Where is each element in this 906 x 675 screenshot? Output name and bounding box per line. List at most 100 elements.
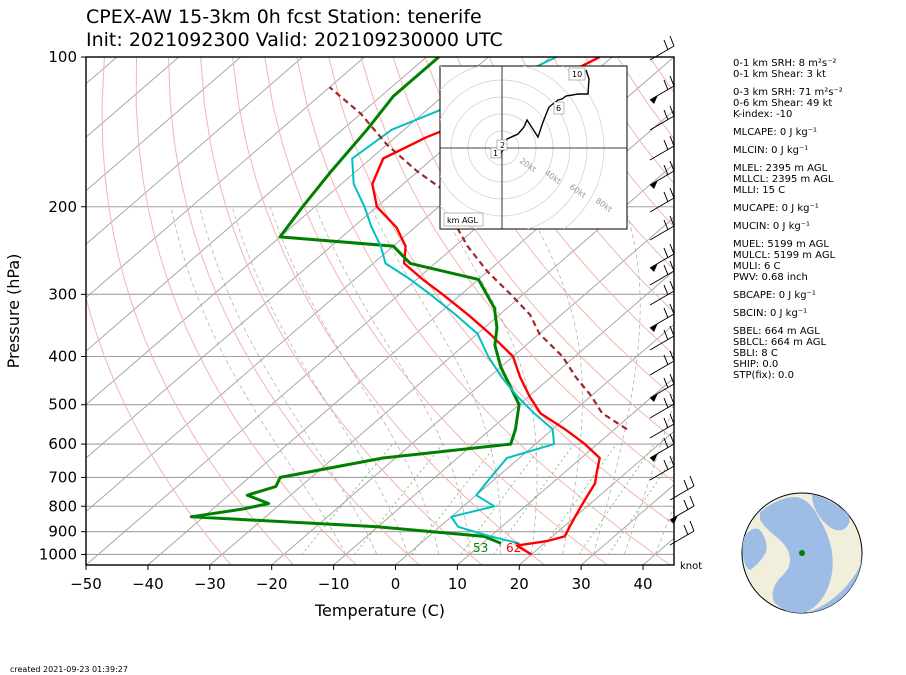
index-line: MUCIN: 0 J kg⁻¹ xyxy=(733,221,810,232)
y-tick-label: 200 xyxy=(48,198,77,216)
mixing-ratio-line xyxy=(354,443,444,555)
virtual-temperature-line xyxy=(351,57,557,545)
index-line: STP(fix): 0.0 xyxy=(733,370,794,381)
wind-barb xyxy=(649,105,675,131)
wind-barb xyxy=(649,433,675,462)
index-line: 0-3 km SRH: 71 m²s⁻² xyxy=(733,87,843,98)
hodograph-legend: km AGL xyxy=(447,216,479,225)
dry-adiabat xyxy=(842,57,906,565)
dry-adiabat xyxy=(296,57,671,565)
dry-adiabat xyxy=(86,296,232,565)
isotherm xyxy=(86,57,303,245)
wind-barb xyxy=(669,475,695,501)
wind-barb xyxy=(649,35,675,61)
moist-adiabat xyxy=(623,401,674,555)
surface-temperature-label: 62 xyxy=(506,541,521,555)
isotherm xyxy=(209,163,674,565)
mixing-ratio-line xyxy=(460,443,544,555)
wind-barb xyxy=(649,350,675,376)
isotherm xyxy=(86,57,242,192)
moist-adiabat xyxy=(370,206,502,555)
wind-unit-label: knot xyxy=(680,561,702,572)
index-line: MULCL: 5199 m AGL xyxy=(733,250,836,261)
ocean-north xyxy=(812,494,850,531)
index-line: 0-6 km Shear: 49 kt xyxy=(733,98,832,109)
x-tick-label: 40 xyxy=(634,575,653,593)
chart-title-line1: CPEX-AW 15-3km 0h fcst Station: tenerife xyxy=(86,6,482,28)
wind-barb xyxy=(669,520,695,546)
mixing-ratio-line xyxy=(301,443,394,555)
temperature-line xyxy=(371,57,601,556)
x-tick-label: 20 xyxy=(510,575,529,593)
index-line: SHIP: 0.0 xyxy=(733,359,778,370)
hodograph-height-label: 10 xyxy=(572,70,582,79)
wind-barb xyxy=(649,215,675,241)
y-tick-label: 800 xyxy=(48,497,77,515)
index-line: 0-1 km Shear: 3 kt xyxy=(733,69,826,80)
dry-adiabat xyxy=(264,57,608,565)
x-tick-label: −20 xyxy=(256,575,288,593)
y-tick-label: 1000 xyxy=(39,545,77,563)
dry-adiabat xyxy=(810,57,906,565)
hodograph-height-label: 1 xyxy=(493,149,498,158)
isotherm xyxy=(86,57,489,406)
isotherm xyxy=(147,109,674,565)
mixing-ratio-line xyxy=(411,443,498,555)
dry-adiabat xyxy=(874,57,906,565)
dry-adiabat xyxy=(135,57,357,565)
hodograph-height-label: 2 xyxy=(500,141,505,150)
x-tick-label: −30 xyxy=(194,575,226,593)
x-tick-label: 30 xyxy=(572,575,591,593)
y-axis-label: Pressure (hPa) xyxy=(4,254,23,369)
dry-adiabat xyxy=(360,57,674,483)
index-line: MULI: 6 C xyxy=(733,261,781,272)
dry-adiabat xyxy=(200,57,483,565)
wind-barb xyxy=(649,260,675,286)
y-tick-label: 300 xyxy=(48,285,77,303)
index-line: MLCIN: 0 J kg⁻¹ xyxy=(733,145,808,156)
wind-barb xyxy=(649,455,675,481)
dry-adiabat xyxy=(424,57,674,398)
y-tick-label: 700 xyxy=(48,468,77,486)
index-line: SBLI: 8 C xyxy=(733,348,778,359)
wind-barb xyxy=(649,325,675,351)
dry-adiabat xyxy=(520,57,674,271)
index-line: MUEL: 5199 m AGL xyxy=(733,239,829,250)
wind-barb xyxy=(649,393,675,419)
y-tick-label: 500 xyxy=(48,396,77,414)
index-line: PWV: 0.68 inch xyxy=(733,272,808,283)
wind-barb xyxy=(649,413,675,439)
hodograph-height-label: 6 xyxy=(556,104,561,113)
surface-dewpoint-label: 53 xyxy=(473,541,488,555)
x-tick-label: −10 xyxy=(318,575,350,593)
ocean-atlantic xyxy=(760,497,833,613)
x-tick-label: −40 xyxy=(132,575,164,593)
isotherm xyxy=(86,57,427,352)
isotherm xyxy=(271,216,674,565)
dry-adiabat xyxy=(392,57,674,440)
x-tick-label: −50 xyxy=(70,575,102,593)
x-tick-label: 0 xyxy=(391,575,401,593)
index-line: MUCAPE: 0 J kg⁻¹ xyxy=(733,203,819,214)
dry-adiabat xyxy=(168,57,420,565)
dry-adiabat xyxy=(488,57,674,313)
parcel-line xyxy=(328,86,628,431)
moist-adiabat xyxy=(593,206,641,555)
wind-barb xyxy=(649,160,675,189)
moist-adiabat xyxy=(269,206,439,555)
mixing-ratio-line xyxy=(578,443,655,555)
wind-barb xyxy=(649,75,675,104)
index-line: SBEL: 664 m AGL xyxy=(733,326,820,337)
index-line: SBCAPE: 0 J kg⁻¹ xyxy=(733,290,816,301)
station-marker xyxy=(799,550,805,556)
y-tick-label: 400 xyxy=(48,348,77,366)
isotherm xyxy=(86,57,365,299)
wind-barb xyxy=(649,135,675,161)
index-line: SBLCL: 664 m AGL xyxy=(733,337,826,348)
hodograph-inset: 20kt 40kt 60kt 80kt 1 2 6 10 km AGL xyxy=(439,65,628,230)
dry-adiabat xyxy=(101,57,295,565)
wind-barb xyxy=(649,187,675,213)
wind-barbs xyxy=(649,35,695,546)
plot-frame xyxy=(85,56,675,566)
